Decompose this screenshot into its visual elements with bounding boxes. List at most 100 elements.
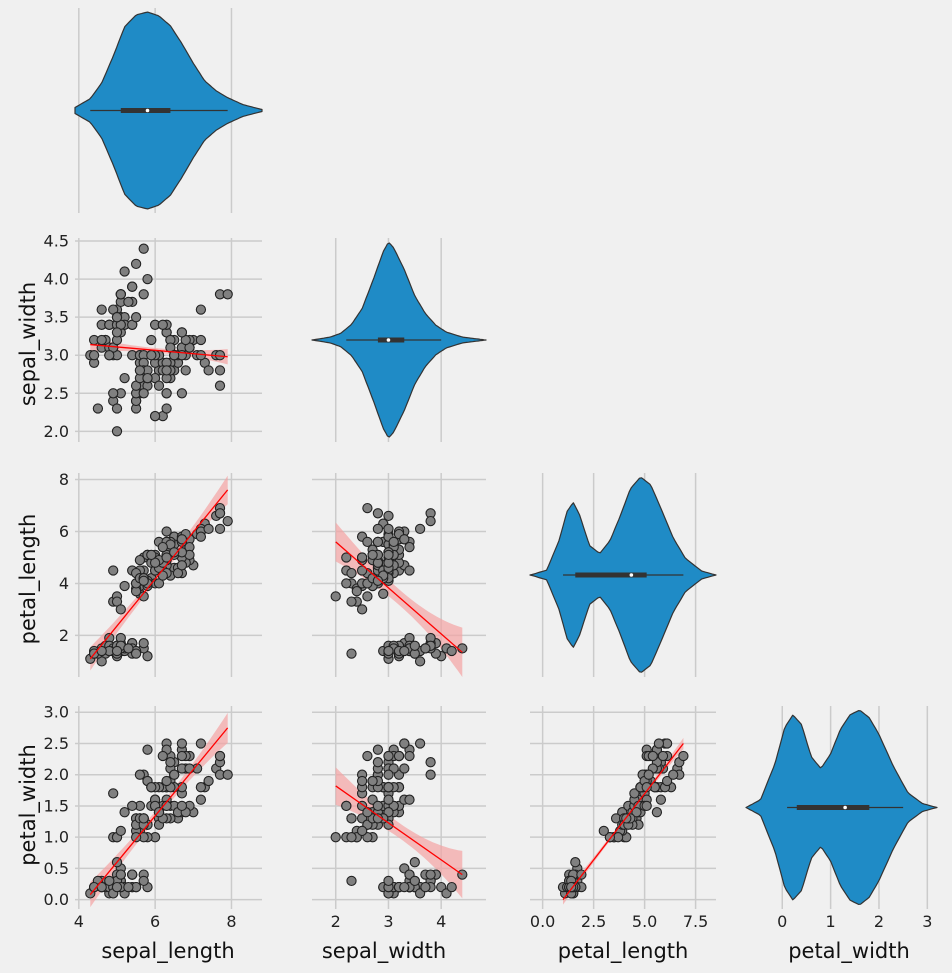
scatter-point-sepal_width-vs-petal_length	[346, 567, 357, 579]
scatter-point-sepal_length-vs-sepal_width	[214, 380, 226, 391]
x-tick-label-petal_width-3: 3	[922, 912, 932, 931]
scatter-point-sepal_width-vs-petal_length	[372, 575, 384, 586]
scatter-point-sepal_length-vs-petal_length	[195, 531, 207, 542]
y-tick-label-sepal_width-1: 2.5	[44, 384, 69, 403]
scatter-point-sepal_length-vs-sepal_width	[157, 319, 168, 330]
scatter-point-sepal_length-vs-petal_length	[134, 554, 146, 566]
scatter-point-sepal_length-vs-sepal_width	[203, 365, 214, 376]
y-tick-label-sepal_width-3: 3.5	[44, 308, 69, 327]
scatter-point-sepal_length-vs-petal_width	[214, 750, 226, 762]
scatter-point-sepal_length-vs-sepal_width	[146, 334, 157, 346]
violin-median-petal_length	[629, 573, 634, 577]
scatter-point-sepal_length-vs-sepal_width	[127, 281, 138, 292]
regression-line-sepal_length-vs-petal_width	[89, 727, 229, 896]
y-tick-label-petal_length-1: 4	[59, 574, 69, 593]
scatter-point-sepal_length-vs-petal_length	[176, 560, 188, 571]
x-tick-label-petal_length-3: 7.5	[683, 912, 708, 931]
scatter-point-sepal_width-vs-petal_length	[346, 596, 357, 607]
scatter-point-sepal_length-vs-sepal_width	[123, 296, 134, 308]
scatter-point-petal_length-vs-petal_width	[651, 807, 663, 818]
scatter-point-sepal_width-vs-petal_length	[372, 508, 384, 519]
x-tick-label-petal_width-1: 1	[826, 912, 836, 931]
scatter-point-sepal_length-vs-sepal_width	[146, 350, 157, 361]
scatter-point-sepal_length-vs-sepal_width	[130, 258, 142, 270]
scatter-point-sepal_width-vs-petal_width	[346, 832, 357, 843]
scatter-point-sepal_width-vs-petal_width	[383, 875, 394, 887]
scatter-point-petal_length-vs-petal_width	[598, 825, 609, 837]
x-tick-label-sepal_width-1: 3	[383, 912, 393, 931]
scatter-point-sepal_width-vs-petal_length	[372, 536, 384, 548]
scatter-point-sepal_length-vs-petal_length	[214, 508, 226, 519]
scatter-point-sepal_length-vs-petal_length	[138, 591, 149, 602]
y-tick-label-sepal_width-0: 2.0	[44, 422, 69, 441]
y-tick-label-sepal_width-2: 3.0	[44, 346, 69, 365]
x-axis-label-petal-width: petal_width	[788, 939, 910, 964]
scatter-point-sepal_length-vs-sepal_width	[138, 243, 149, 254]
scatter-point-sepal_length-vs-sepal_width	[149, 410, 161, 422]
scatter-point-sepal_width-vs-petal_width	[425, 869, 436, 880]
scatter-point-sepal_width-vs-petal_width	[362, 750, 373, 762]
scatter-point-sepal_width-vs-petal_width	[372, 800, 384, 812]
scatter-point-sepal_width-vs-petal_length	[409, 640, 420, 651]
y-axis-label-petal-width: petal_width	[16, 744, 41, 866]
scatter-point-petal_length-vs-petal_width	[570, 857, 581, 868]
scatter-point-sepal_length-vs-sepal_width	[195, 334, 207, 346]
violin-median-petal_width	[843, 805, 847, 810]
y-tick-label-sepal_width-4: 4.0	[44, 270, 69, 289]
scatter-point-sepal_length-vs-petal_length	[111, 645, 123, 657]
scatter-point-petal_length-vs-petal_width	[629, 788, 640, 799]
x-tick-label-petal_length-0: 0.0	[530, 912, 555, 931]
scatter-point-sepal_length-vs-sepal_width	[138, 388, 149, 399]
scatter-point-sepal_length-vs-sepal_width	[111, 312, 123, 323]
scatter-point-sepal_length-vs-sepal_width	[119, 266, 130, 277]
x-tick-label-sepal_length-0: 4	[74, 912, 84, 931]
scatter-point-sepal_width-vs-petal_length	[414, 656, 426, 667]
scatter-point-sepal_length-vs-sepal_width	[195, 304, 207, 315]
scatter-point-sepal_length-vs-sepal_width	[161, 403, 172, 414]
scatter-point-sepal_length-vs-petal_width	[176, 738, 188, 749]
scatter-point-sepal_width-vs-petal_width	[420, 881, 431, 893]
y-tick-label-petal_width-4: 2.0	[44, 765, 69, 784]
scatter-point-sepal_length-vs-petal_width	[169, 769, 180, 780]
scatter-point-sepal_length-vs-petal_width	[176, 750, 188, 762]
scatter-point-sepal_width-vs-petal_length	[414, 523, 426, 535]
scatter-point-sepal_width-vs-petal_width	[356, 825, 368, 837]
scatter-point-sepal_length-vs-petal_width	[138, 813, 149, 824]
scatter-point-sepal_length-vs-petal_width	[130, 832, 142, 843]
scatter-point-sepal_width-vs-petal_width	[346, 813, 357, 824]
y-tick-label-petal_width-5: 2.5	[44, 734, 69, 753]
scatter-point-sepal_length-vs-petal_width	[184, 763, 195, 774]
scatter-point-sepal_length-vs-petal_length	[123, 643, 134, 654]
scatter-point-sepal_width-vs-petal_width	[383, 750, 394, 762]
scatter-point-sepal_length-vs-petal_length	[169, 547, 180, 558]
x-tick-label-sepal_width-0: 2	[331, 912, 341, 931]
scatter-point-sepal_length-vs-petal_length	[161, 552, 172, 563]
violin-median-sepal_length	[145, 108, 150, 113]
scatter-point-sepal_length-vs-petal_width	[115, 869, 126, 880]
scatter-point-sepal_length-vs-petal_width	[134, 769, 146, 780]
scatter-point-sepal_length-vs-petal_length	[157, 570, 168, 581]
ci-band-sepal_width-vs-petal_length	[335, 522, 463, 677]
scatter-point-sepal_width-vs-petal_length	[446, 645, 457, 657]
scatter-point-sepal_width-vs-petal_width	[383, 794, 394, 805]
scatter-point-sepal_length-vs-petal_length	[138, 638, 149, 649]
scatter-point-sepal_width-vs-petal_length	[341, 552, 352, 563]
scatter-point-petal_length-vs-petal_width	[643, 769, 654, 780]
x-axis-label-sepal-width: sepal_width	[322, 939, 446, 964]
scatter-point-sepal_length-vs-petal_width	[195, 738, 207, 749]
scatter-point-sepal_width-vs-petal_length	[356, 552, 368, 563]
regression-line-sepal_length-vs-sepal_width	[90, 343, 228, 358]
scatter-point-sepal_length-vs-petal_length	[138, 575, 149, 586]
scatter-point-sepal_length-vs-petal_length	[146, 549, 157, 561]
x-axis-label-petal-length: petal_length	[558, 939, 689, 964]
scatter-point-sepal_width-vs-petal_length	[362, 502, 373, 514]
y-tick-label-petal_length-0: 2	[59, 626, 69, 645]
scatter-point-sepal_width-vs-petal_width	[399, 881, 410, 893]
scatter-point-sepal_width-vs-petal_length	[356, 565, 368, 576]
scatter-point-sepal_length-vs-sepal_width	[92, 403, 104, 414]
x-tick-label-petal_width-0: 0	[777, 912, 787, 931]
scatter-point-petal_length-vs-petal_width	[566, 881, 577, 893]
scatter-point-sepal_width-vs-petal_length	[362, 591, 373, 602]
scatter-point-sepal_length-vs-sepal_width	[138, 289, 149, 300]
